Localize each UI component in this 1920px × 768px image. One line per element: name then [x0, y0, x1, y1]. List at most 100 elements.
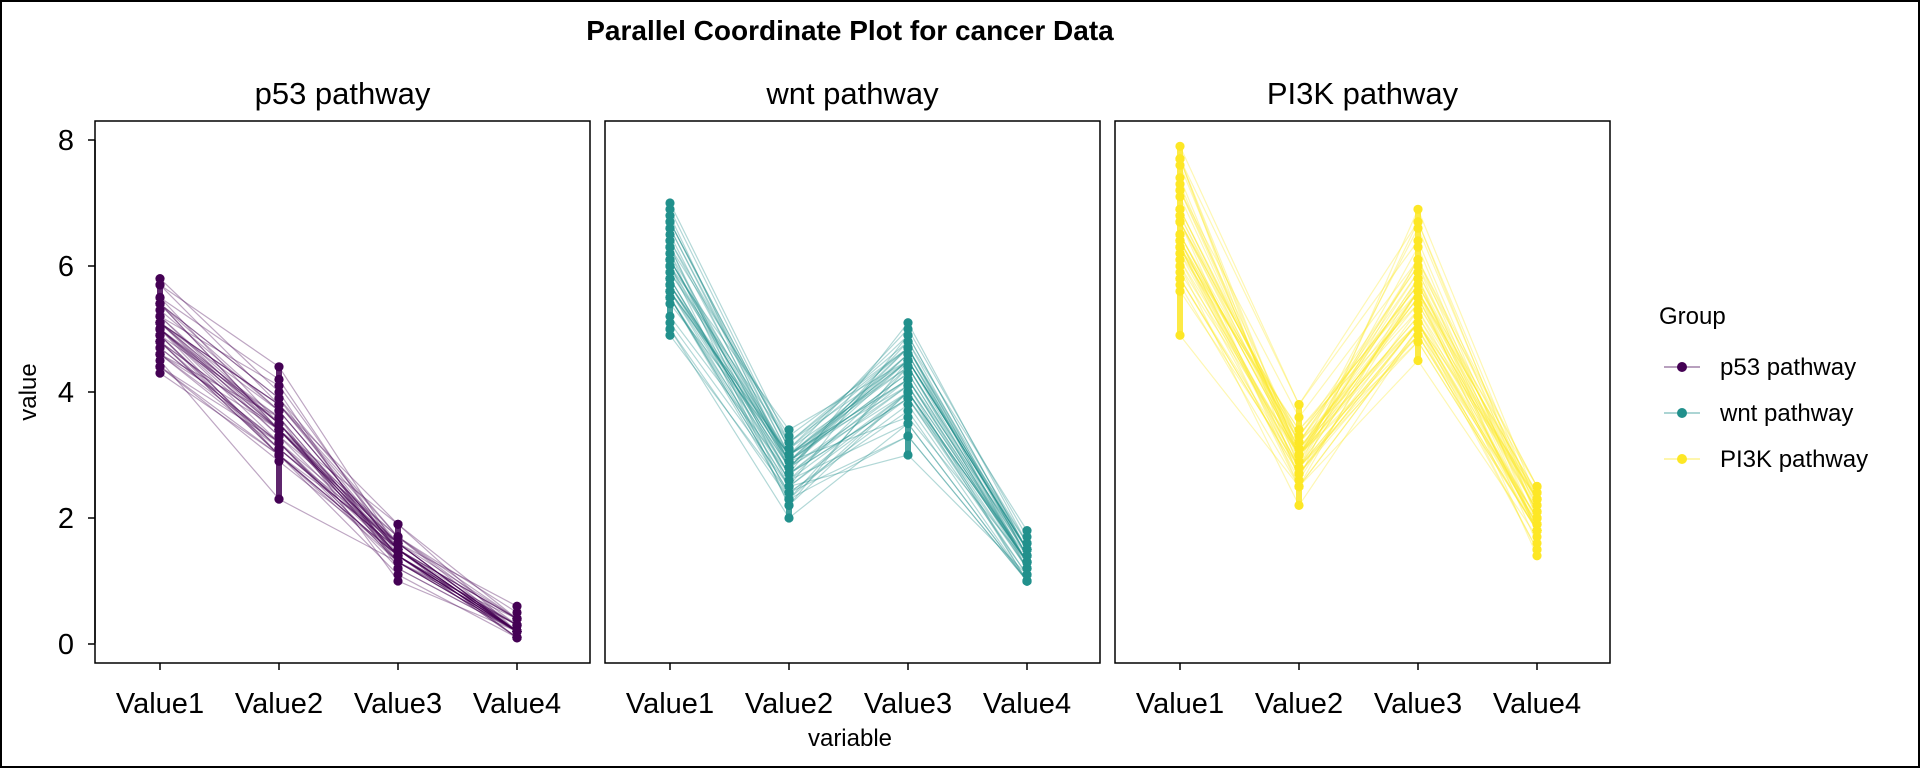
series-line	[1179, 265, 1538, 531]
y-tick-label: 4	[58, 377, 74, 409]
series-line	[669, 278, 1028, 569]
data-point	[155, 311, 165, 321]
series-line	[669, 234, 1028, 550]
series-line	[669, 290, 1028, 563]
data-point	[903, 355, 913, 366]
series-line	[1179, 183, 1538, 531]
data-point	[155, 355, 165, 366]
series-points	[665, 198, 1032, 586]
data-point	[903, 431, 913, 441]
series-line	[159, 303, 518, 632]
series-line	[1179, 278, 1538, 525]
data-point	[155, 330, 165, 340]
series-lines	[669, 202, 1028, 582]
series-line	[159, 353, 518, 626]
data-point	[1294, 437, 1304, 447]
series-line	[159, 334, 518, 632]
series-line	[1179, 234, 1538, 531]
series-line	[669, 297, 1028, 569]
series-line	[159, 284, 518, 626]
data-point	[274, 418, 284, 429]
legend-label: wnt pathway	[1719, 400, 1853, 427]
series-line	[159, 328, 518, 632]
series-line	[1179, 246, 1538, 531]
series-line	[159, 341, 518, 632]
series-line	[1179, 158, 1538, 500]
series-line	[1179, 209, 1538, 512]
data-point	[1413, 217, 1423, 227]
data-point	[784, 481, 794, 492]
series-line	[669, 278, 1028, 569]
data-point	[1294, 463, 1304, 473]
series-line	[669, 284, 1028, 563]
series-line	[669, 284, 1028, 563]
data-point	[903, 406, 913, 416]
data-point	[1532, 519, 1542, 529]
data-point	[1294, 475, 1304, 485]
series-line	[669, 221, 1028, 538]
series-line	[159, 341, 518, 632]
data-point	[903, 368, 913, 378]
x-tick-label: Value1	[1136, 688, 1224, 720]
data-point	[1294, 469, 1304, 479]
data-point	[274, 393, 284, 403]
series-line	[669, 316, 1028, 557]
series-line	[1179, 190, 1538, 544]
data-point	[903, 381, 913, 391]
series-line	[1179, 196, 1538, 512]
data-point	[1413, 242, 1423, 252]
data-point	[512, 633, 522, 643]
series-line	[1179, 246, 1538, 531]
x-tick-label: Value2	[235, 688, 323, 720]
series-line	[159, 303, 518, 620]
data-point	[1175, 330, 1185, 340]
data-point	[1294, 456, 1304, 466]
data-point	[1532, 532, 1542, 542]
series-line	[669, 284, 1028, 569]
series-line	[669, 227, 1028, 563]
data-point	[903, 362, 913, 372]
data-point	[1413, 267, 1423, 277]
series-line	[1179, 246, 1538, 525]
series-line	[1179, 158, 1538, 519]
data-point	[1413, 330, 1423, 340]
data-point	[1294, 412, 1304, 422]
series-line	[1179, 278, 1538, 525]
data-point	[1175, 179, 1185, 189]
series-line	[159, 322, 518, 632]
series-line	[159, 341, 518, 632]
data-point	[1413, 318, 1423, 328]
data-point	[1532, 494, 1542, 504]
series-line	[669, 328, 1028, 582]
data-point	[512, 626, 522, 637]
data-point	[903, 349, 913, 359]
series-line	[1179, 265, 1538, 550]
data-point	[1022, 563, 1032, 574]
data-point	[665, 311, 675, 321]
series-line	[1179, 246, 1538, 550]
data-point	[903, 450, 913, 460]
data-point	[155, 343, 165, 353]
data-point	[1175, 242, 1185, 252]
data-point	[1022, 526, 1032, 536]
series-line	[159, 334, 518, 639]
data-point	[903, 337, 913, 347]
series-lines	[1179, 146, 1538, 557]
legend-label: PI3K pathway	[1720, 446, 1868, 473]
legend: Group p53 pathway wnt pathway PI3K pathway	[1659, 303, 1868, 473]
series-line	[159, 366, 518, 632]
series-line	[669, 265, 1028, 582]
data-point	[1022, 532, 1032, 542]
series-line	[669, 240, 1028, 563]
chart-title: Parallel Coordinate Plot for cancer Data	[586, 15, 1114, 46]
data-point	[155, 337, 165, 347]
legend-marker	[1677, 362, 1687, 372]
data-point	[1413, 355, 1423, 366]
data-point	[1532, 481, 1542, 492]
data-point	[1413, 261, 1423, 271]
series-points	[155, 274, 522, 643]
data-point	[1413, 286, 1423, 296]
data-point	[784, 456, 794, 466]
series-line	[669, 284, 1028, 582]
panel-frame	[604, 120, 1101, 664]
